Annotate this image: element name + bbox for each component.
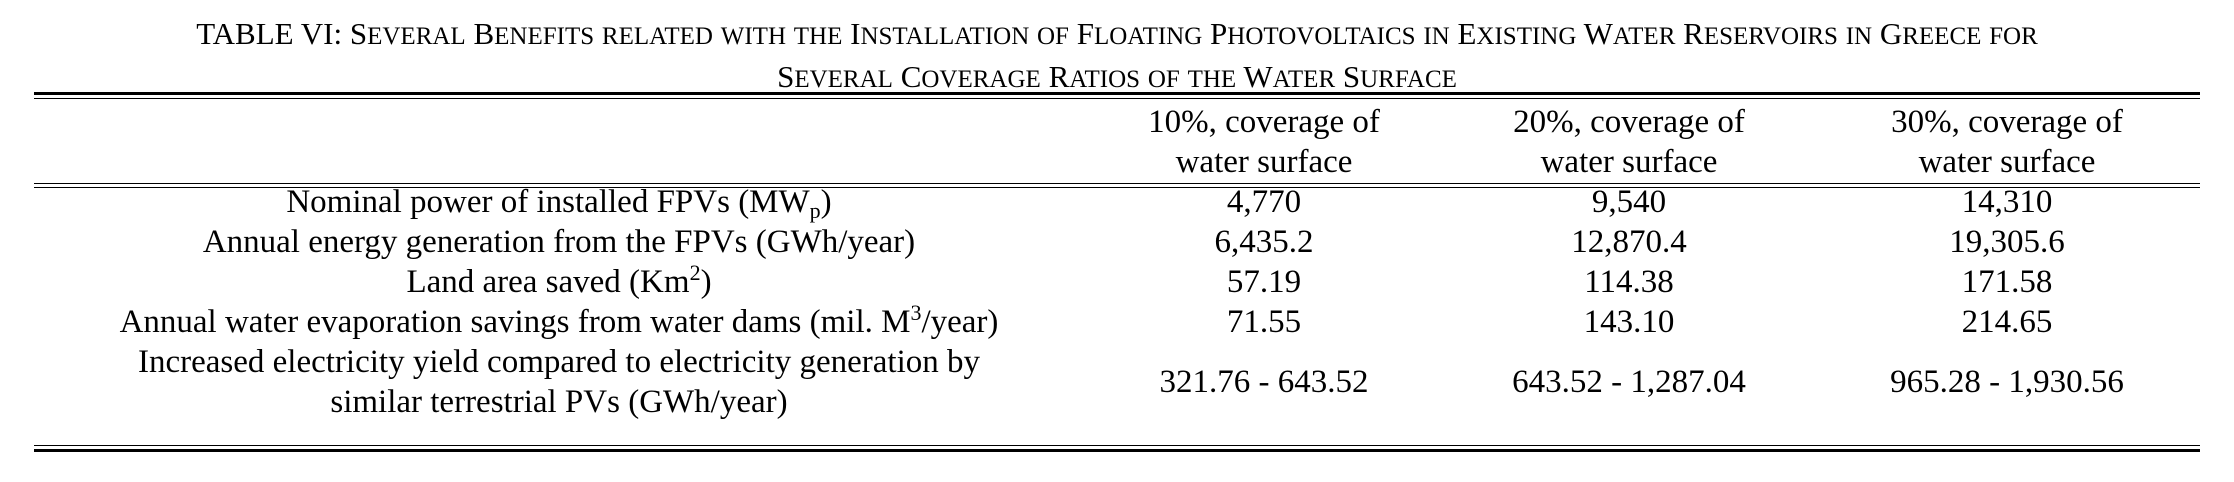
bottom-rule-thick: [34, 449, 2200, 452]
column-header: 10%, coverage of water surface: [1084, 100, 1444, 182]
top-rule-thick: [34, 92, 2200, 95]
table-cell: 14,310: [1961, 184, 2053, 220]
header-rule-1: [34, 183, 2200, 184]
table-cell: 71.55: [1226, 304, 1302, 340]
table-cell: 57.19: [1226, 264, 1302, 300]
table-cell: 171.58: [1961, 264, 2053, 300]
column-header-line: 10%, coverage of: [1148, 104, 1380, 140]
table-row: Increased electricity yield compared to …: [34, 342, 2200, 422]
bottom-rule-thin: [34, 445, 2200, 446]
table-cell: 9,540: [1591, 184, 1667, 220]
table-cell: 143.10: [1583, 304, 1675, 340]
table-cell: 6,435.2: [1214, 224, 1314, 260]
row-label: Annual energy generation from the FPVs (…: [202, 224, 916, 260]
table-cell: 965.28 - 1,930.56: [1890, 364, 2124, 400]
table-row: Land area saved (Km2) 57.19 114.38 171.5…: [34, 262, 2200, 302]
column-header-line: water surface: [1918, 144, 2096, 180]
table-cell: 114.38: [1584, 264, 1674, 300]
column-header-line: water surface: [1175, 144, 1353, 180]
header-row: 10%, coverage of water surface 20%, cove…: [34, 100, 2200, 182]
row-label: Increased electricity yield compared to …: [137, 344, 980, 420]
table-row: Annual water evaporation savings from wa…: [34, 302, 2200, 342]
column-header: 30%, coverage of water surface: [1814, 100, 2200, 182]
table-cell: 4,770: [1226, 184, 1302, 220]
header-cell-empty: [34, 100, 1084, 182]
top-rule-thin: [34, 98, 2200, 99]
column-header-line: 20%, coverage of: [1513, 104, 1745, 140]
table-caption: TABLE VI: SEVERAL BENEFITS RELATED WITH …: [0, 14, 2234, 100]
table-row: Annual energy generation from the FPVs (…: [34, 222, 2200, 262]
table-cell: 19,305.6: [1949, 224, 2065, 260]
caption-line-1: TABLE VI: SEVERAL BENEFITS RELATED WITH …: [196, 16, 2038, 51]
benefits-table: 10%, coverage of water surface 20%, cove…: [34, 100, 2200, 422]
table-cell: 643.52 - 1,287.04: [1512, 364, 1746, 400]
table-cell: 321.76 - 643.52: [1159, 364, 1369, 400]
row-label: Nominal power of installed FPVs (MWp): [286, 184, 832, 223]
table-row: Nominal power of installed FPVs (MWp) 4,…: [34, 182, 2200, 222]
row-label: Land area saved (Km2): [406, 260, 712, 301]
column-header-line: water surface: [1540, 144, 1718, 180]
table-cell: 12,870.4: [1571, 224, 1687, 260]
row-label: Annual water evaporation savings from wa…: [119, 300, 999, 341]
column-header-line: 30%, coverage of: [1891, 104, 2123, 140]
table-cell: 214.65: [1961, 304, 2053, 340]
header-rule-2: [34, 187, 2200, 188]
caption-line-2: SEVERAL COVERAGE RATIOS OF THE WATER SUR…: [777, 59, 1457, 94]
column-header: 20%, coverage of water surface: [1444, 100, 1814, 182]
